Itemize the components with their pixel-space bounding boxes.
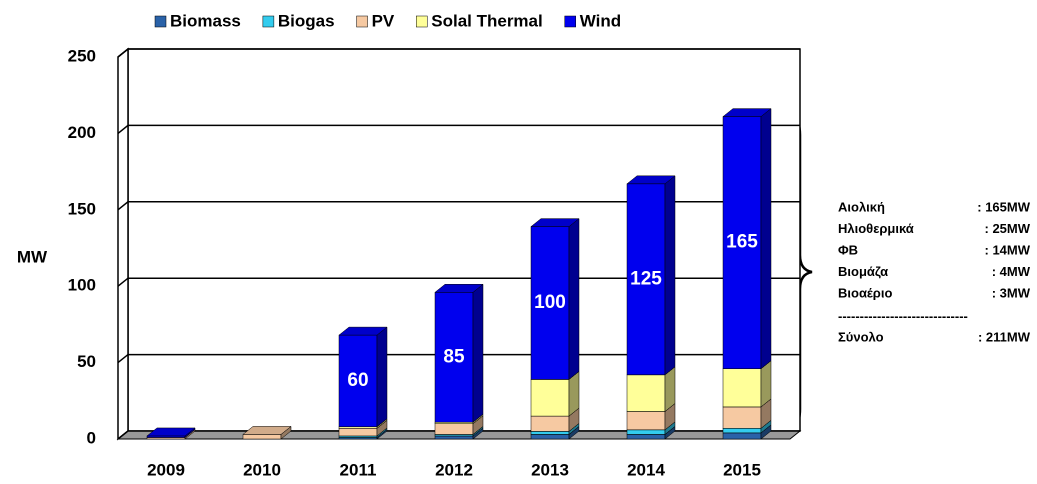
bar-segment — [530, 415, 570, 432]
annotation-value: : 4MW — [992, 264, 1031, 279]
bar-side — [568, 218, 580, 380]
bar-top — [146, 427, 196, 437]
x-tick-label: 2012 — [435, 460, 473, 479]
bar-segment — [626, 411, 666, 431]
grid-line — [117, 124, 800, 134]
legend-swatch — [262, 15, 275, 28]
x-tick-label: 2013 — [531, 460, 569, 479]
grid-line — [117, 201, 800, 211]
annotation-separator: ------------------------------ — [838, 308, 968, 323]
bar-top — [722, 108, 772, 117]
legend-swatch — [356, 15, 368, 28]
y-tick-label: 0 — [87, 428, 96, 447]
legend-swatch — [416, 15, 428, 28]
bar-segment — [722, 432, 762, 440]
annotation-label: Βιομάζα — [838, 264, 888, 279]
legend-label: Biogas — [278, 11, 335, 30]
bar-segment — [434, 435, 474, 440]
annotation-label: Αιολική — [838, 199, 885, 214]
bar-segment — [722, 116, 762, 369]
annotation-label: ΦΒ — [838, 242, 858, 257]
bar-segment — [722, 368, 762, 408]
bar-top — [530, 218, 580, 227]
value-label: 100 — [534, 292, 566, 313]
bar-side — [472, 283, 484, 423]
bar-segment — [626, 183, 666, 376]
x-tick-label: 2009 — [147, 460, 185, 479]
legend-label: PV — [372, 11, 395, 30]
value-label: 165 — [726, 232, 758, 253]
x-tick-label: 2015 — [723, 460, 761, 479]
y-axis-label: MW — [17, 247, 48, 266]
y-tick-label: 100 — [68, 276, 96, 295]
y-tick-label: 50 — [77, 352, 96, 371]
legend-swatch — [564, 15, 576, 28]
legend-label: Solal Thermal — [431, 11, 542, 30]
y-tick-label: 200 — [68, 123, 96, 142]
bar-side — [376, 326, 388, 428]
annotation-label: Βιοαέριο — [838, 285, 892, 300]
bar-segment — [338, 334, 378, 428]
annotation-value: : 25MW — [985, 221, 1031, 236]
value-label: 125 — [630, 268, 662, 289]
grid-line — [117, 48, 800, 58]
x-tick-label: 2010 — [243, 460, 281, 479]
bar-segment — [626, 374, 666, 412]
bar-segment — [722, 406, 762, 429]
value-label: 60 — [347, 370, 368, 391]
bar-segment — [530, 434, 570, 440]
bar-segment — [626, 429, 666, 435]
legend-label: Biomass — [170, 11, 241, 30]
bar-top — [338, 326, 388, 336]
bar-segment — [434, 292, 474, 423]
x-tick-label: 2014 — [627, 460, 665, 479]
annotation-label: Ηλιοθερμικά — [838, 221, 914, 236]
annotation-total-value: : 211MW — [978, 329, 1031, 344]
bar-top — [242, 426, 292, 435]
value-label: 85 — [443, 346, 465, 367]
bar-segment — [434, 423, 474, 435]
side-wall — [117, 47, 129, 441]
bar-top — [626, 175, 676, 185]
bar-side — [664, 175, 676, 376]
bar-segment — [530, 379, 570, 417]
annotation-value: : 3MW — [992, 285, 1031, 300]
bar-side — [760, 108, 772, 370]
bar-segment — [722, 428, 762, 434]
bar-segment — [242, 434, 282, 440]
y-tick-label: 150 — [68, 199, 96, 218]
x-tick-label: 2011 — [340, 460, 377, 479]
legend-label: Wind — [580, 11, 621, 30]
legend-swatch — [154, 15, 167, 28]
annotation-total-label: Σύνολο — [838, 329, 884, 344]
bar-segment — [626, 434, 666, 440]
y-tick-label: 250 — [68, 46, 96, 65]
bar-segment — [338, 428, 378, 437]
annotation-value: : 14MW — [985, 242, 1031, 257]
bar-top — [434, 284, 484, 293]
bar-segment — [530, 431, 570, 435]
annotation-value: : 165MW — [977, 199, 1030, 214]
bar-segment — [530, 226, 570, 380]
